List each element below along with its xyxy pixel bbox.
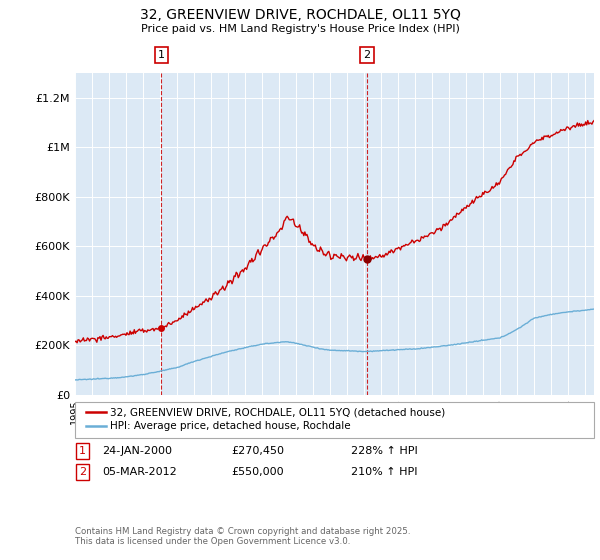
Text: Price paid vs. HM Land Registry's House Price Index (HPI): Price paid vs. HM Land Registry's House … <box>140 24 460 34</box>
Text: £270,450: £270,450 <box>231 446 284 456</box>
Text: 1: 1 <box>79 446 86 456</box>
Text: 228% ↑ HPI: 228% ↑ HPI <box>351 446 418 456</box>
Text: 1: 1 <box>158 50 165 60</box>
Text: 2: 2 <box>364 50 371 60</box>
Text: 24-JAN-2000: 24-JAN-2000 <box>103 446 173 456</box>
Text: 210% ↑ HPI: 210% ↑ HPI <box>351 467 418 477</box>
Text: HPI: Average price, detached house, Rochdale: HPI: Average price, detached house, Roch… <box>110 421 350 431</box>
Text: £550,000: £550,000 <box>231 467 284 477</box>
Text: 32, GREENVIEW DRIVE, ROCHDALE, OL11 5YQ (detached house): 32, GREENVIEW DRIVE, ROCHDALE, OL11 5YQ … <box>110 407 445 417</box>
Text: 2: 2 <box>79 467 86 477</box>
Text: Contains HM Land Registry data © Crown copyright and database right 2025.
This d: Contains HM Land Registry data © Crown c… <box>75 526 410 546</box>
Text: 05-MAR-2012: 05-MAR-2012 <box>103 467 178 477</box>
Text: 32, GREENVIEW DRIVE, ROCHDALE, OL11 5YQ: 32, GREENVIEW DRIVE, ROCHDALE, OL11 5YQ <box>140 8 460 22</box>
